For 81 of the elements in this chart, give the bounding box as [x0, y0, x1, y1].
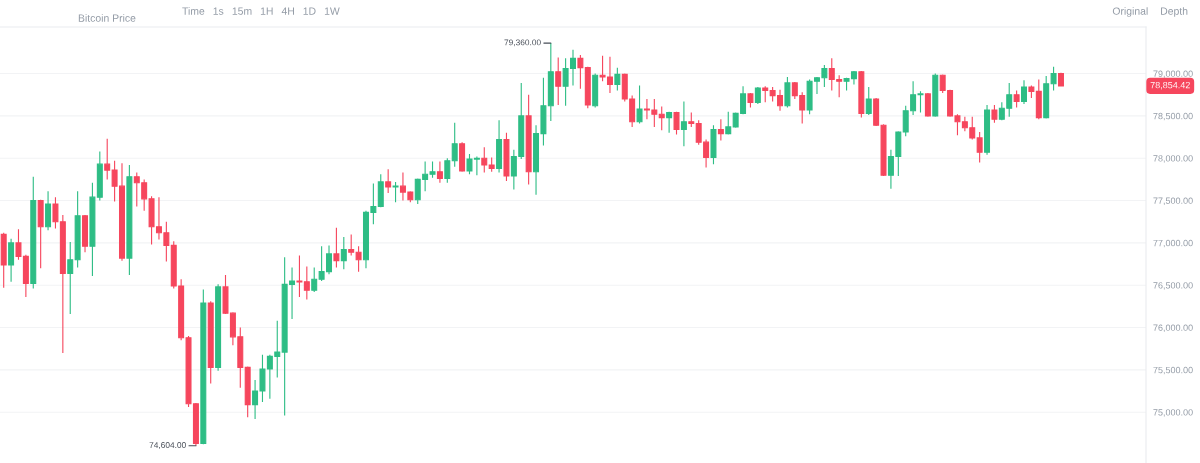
y-tick-label: 78,000.00 [1153, 155, 1193, 163]
candlestick [932, 73, 939, 118]
text: Depth [1161, 7, 1188, 17]
candlestick [311, 266, 318, 293]
candlestick [688, 111, 695, 128]
candlestick [680, 100, 687, 147]
candlestick [710, 124, 717, 165]
candlestick [496, 119, 503, 174]
candlestick [858, 70, 865, 119]
candlestick [444, 157, 451, 184]
candlestick [8, 238, 15, 283]
annotation: 79,360.00 [504, 39, 541, 47]
candlestick [82, 214, 89, 253]
y-tick-label: 77,500.00 [1153, 197, 1193, 205]
text: 1D [303, 7, 316, 15]
candlestick [104, 138, 111, 180]
text: 1W [324, 7, 340, 15]
candlestick [725, 111, 732, 136]
candlestick [215, 283, 222, 372]
candlestick [762, 85, 769, 103]
candlestick [666, 111, 673, 134]
candlestick [976, 131, 983, 164]
candlestick [451, 122, 458, 168]
candlestick [481, 146, 488, 174]
candlestick [377, 173, 384, 208]
candlestick [1021, 79, 1028, 105]
candlestick [0, 232, 7, 289]
candlestick [503, 132, 510, 182]
candlestick [784, 76, 791, 108]
candlestick [333, 227, 340, 268]
text: 1H [260, 7, 273, 15]
candlestick [37, 199, 44, 269]
candlestick [865, 86, 872, 116]
candlestick [30, 176, 37, 290]
candlestick [747, 92, 754, 108]
candlestick [673, 111, 680, 136]
candlestick [67, 241, 74, 315]
text: 78,854.42 [1150, 81, 1190, 90]
text: Time [182, 7, 205, 15]
candlestick [636, 84, 643, 125]
candlestick [392, 181, 399, 203]
candlestick [717, 118, 724, 141]
candlestick [459, 141, 466, 173]
candlestick [126, 164, 133, 276]
candlestick [244, 365, 251, 418]
y-tick-label: 78,500.00 [1153, 112, 1193, 121]
y-tick-label: 75,000.00 [1153, 409, 1193, 417]
candlestick [984, 104, 991, 156]
text: Original [1112, 7, 1148, 17]
candlestick [1013, 89, 1020, 108]
candlestick [991, 104, 998, 124]
candlestick [924, 92, 931, 118]
candlestick [488, 156, 495, 173]
y-tick-label: 76,500.00 [1153, 282, 1193, 290]
text: 15m [232, 7, 252, 15]
candlestick [584, 66, 591, 109]
y-tick-label: 75,500.00 [1153, 366, 1193, 375]
candlestick [658, 106, 665, 131]
candlestick [340, 236, 347, 270]
candlestick [45, 190, 52, 231]
candlestick [436, 161, 443, 184]
candlestick [1035, 78, 1042, 120]
candlestick [74, 190, 81, 268]
candlestick [200, 288, 207, 445]
candlestick [1028, 84, 1035, 99]
candlestick [754, 86, 761, 105]
y-tick-label: 77,000.00 [1153, 239, 1193, 248]
y-tick-label: 79,000.00 [1153, 70, 1193, 78]
candlestick [577, 54, 584, 90]
chart-title: Bitcoin Price [78, 14, 136, 22]
candlestick [555, 56, 562, 106]
candlestick [525, 94, 532, 186]
y-tick-label: 76,000.00 [1153, 324, 1193, 332]
candlestick [207, 300, 214, 384]
candlestick [1057, 72, 1064, 87]
text: 1s [213, 7, 224, 15]
candlestick [614, 67, 621, 92]
text: 4H [281, 7, 294, 15]
candlestick [385, 168, 392, 194]
annotation: 74,604.00 [149, 442, 186, 449]
candlestick [592, 73, 599, 108]
